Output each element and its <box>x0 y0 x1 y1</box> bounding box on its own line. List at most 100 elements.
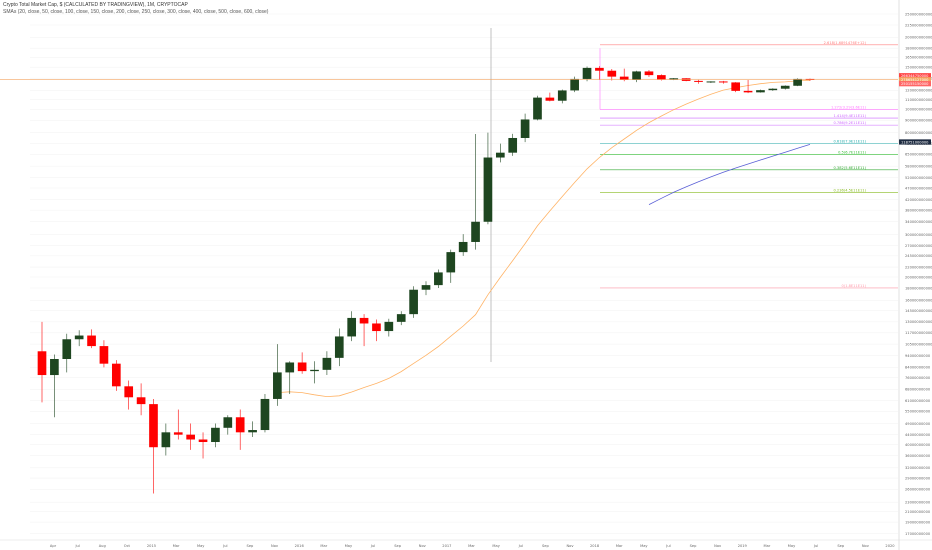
x-tick-label: Mar <box>320 544 327 548</box>
y-tick-label: 130000000000 <box>905 320 932 324</box>
fib-label: 0.618(7.9E11E11) <box>834 140 867 144</box>
candle-body <box>310 369 319 372</box>
moving-averages <box>277 80 811 398</box>
candle-body <box>260 398 270 431</box>
candle-body <box>731 82 741 91</box>
fib-label: 0.786(9.2E11E11) <box>834 121 867 125</box>
x-tick-label: Sep <box>247 544 254 548</box>
y-tick-label: 580000000000 <box>905 164 932 168</box>
candle-body <box>421 285 431 290</box>
candle-body <box>273 372 282 399</box>
x-tick-label: Jul <box>518 544 523 548</box>
x-tick-label: Nov <box>862 544 870 548</box>
candle-body <box>570 78 579 91</box>
candle-body <box>384 321 394 332</box>
y-tick-label: 160000000000 <box>905 299 932 303</box>
y-tick-label: 44000000000 <box>905 433 931 437</box>
y-tick-label: 105000000000 <box>905 342 932 346</box>
candle-body <box>520 119 530 138</box>
y-tick-label: 180000000000 <box>905 286 932 290</box>
y-tick-label: 17000000000 <box>905 532 931 536</box>
sma-20-line <box>277 80 811 398</box>
y-tick-label: 1650000000000 <box>905 56 932 60</box>
y-tick-label: 1000000000000 <box>905 108 932 112</box>
x-tick-label: Jul <box>665 544 670 548</box>
x-tick-label: May <box>788 544 796 548</box>
candle-body <box>50 358 59 376</box>
x-tick-label: 2019 <box>738 544 748 548</box>
candle-body <box>74 335 84 340</box>
x-tick-label: Sep <box>690 544 697 548</box>
candle-body <box>409 289 418 315</box>
x-tick-label: May <box>345 544 353 548</box>
candle-body <box>434 272 443 286</box>
candle-body <box>334 336 344 358</box>
fib-label: 0.236(4.5E11E11) <box>834 189 867 193</box>
price-tag-label: 118751000000 <box>901 140 929 144</box>
candle-body <box>669 78 679 80</box>
candle-body <box>508 137 518 153</box>
candle-body <box>718 81 728 83</box>
candle-body <box>223 417 233 428</box>
x-tick-label: Oct <box>124 544 131 548</box>
y-tick-label: 200000000000 <box>905 275 932 279</box>
y-tick-label: 76000000000 <box>905 376 931 380</box>
fib-label: 0(1.8E11E11) <box>842 284 867 288</box>
candle-body <box>149 404 158 448</box>
candle-body <box>62 339 72 359</box>
x-tick-label: 2018 <box>590 544 600 548</box>
candle-body <box>458 241 468 253</box>
y-tick-label: 300000000000 <box>905 233 932 237</box>
candle-body <box>285 362 295 373</box>
candle-body <box>607 70 617 77</box>
y-tick-label: 32000000000 <box>905 466 931 470</box>
price-tag <box>899 77 931 83</box>
y-tick-label: 270000000000 <box>905 244 932 248</box>
y-tick-label: 650000000000 <box>905 153 932 157</box>
x-axis: Apr Jul Aug Oct 2015 Mar May Jul Sep Nov 2016 Mar Ma… <box>0 539 932 548</box>
x-tick-label: Mar <box>468 544 475 548</box>
fib-label: 0.5(6.7E11E11) <box>838 150 867 154</box>
y-tick-label: 380000000000 <box>905 208 932 212</box>
x-tick-label: Sep <box>394 544 401 548</box>
x-tick-label: Jul <box>813 544 818 548</box>
x-tick-label: Nov <box>566 544 574 548</box>
y-tick-label: 29000000000 <box>905 476 931 480</box>
candle-body <box>582 67 592 79</box>
candle-body <box>372 323 381 332</box>
y-tick-label: 520000000000 <box>905 176 932 180</box>
x-tick-label: Mar <box>764 544 771 548</box>
candle-body <box>756 90 765 93</box>
y-tick-label: 145000000000 <box>905 309 932 313</box>
y-tick-label: 84000000000 <box>905 366 931 370</box>
price-tag-label: 266344750000 <box>901 74 929 78</box>
y-tick-label: 340000000000 <box>905 220 932 224</box>
x-tick-label: Nov <box>271 544 279 548</box>
x-tick-label: Nov <box>419 544 427 548</box>
x-tick-label: Jul <box>74 544 79 548</box>
candle-body <box>657 75 666 80</box>
x-tick-label: Aug <box>99 544 106 548</box>
candle-body <box>793 78 802 86</box>
candle-body <box>322 357 332 370</box>
candle-body <box>99 346 109 364</box>
candle-body <box>595 67 604 71</box>
y-tick-label: 2250000000000 <box>905 23 932 27</box>
candle-body <box>557 90 567 101</box>
y-tick-label: 61000000000 <box>905 399 931 403</box>
x-tick-label: Sep <box>542 544 549 548</box>
candle-body <box>743 90 753 93</box>
y-tick-label: 900000000000 <box>905 119 932 123</box>
x-tick-label: Nov <box>714 544 722 548</box>
indicator-legend: SMAs (20, close, 50, close, 100, close, … <box>3 9 269 15</box>
x-tick-label: May <box>492 544 500 548</box>
price-tag-label: 250155150000 <box>901 82 929 86</box>
y-tick-label: 23000000000 <box>905 501 931 505</box>
x-tick-label: May <box>197 544 205 548</box>
candle-body <box>87 335 96 347</box>
candle-body <box>161 432 171 448</box>
candle-body <box>768 88 778 91</box>
y-tick-label: 36000000000 <box>905 454 931 458</box>
y-tick-label: 1100000000000 <box>905 98 932 102</box>
